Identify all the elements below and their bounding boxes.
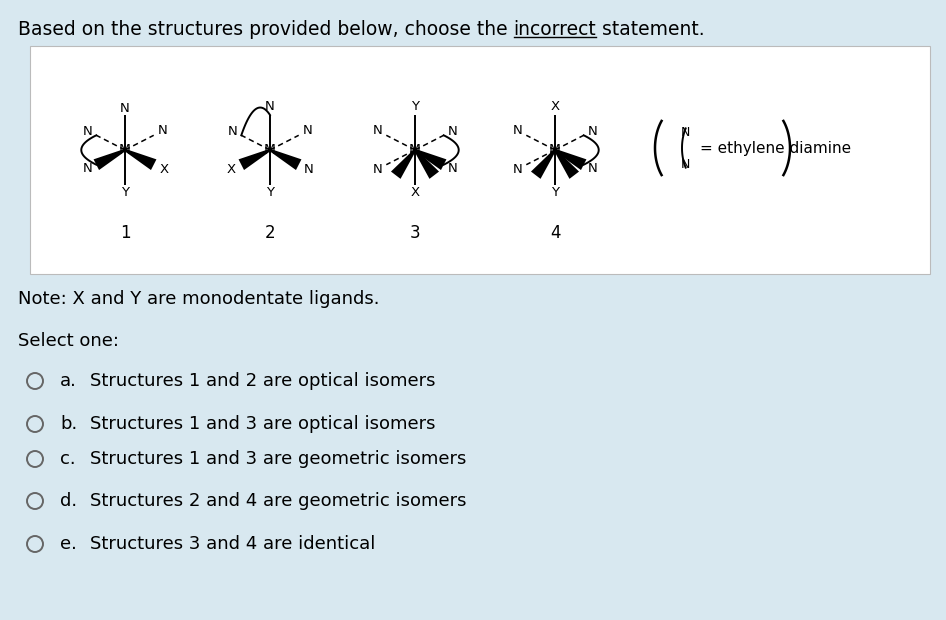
Text: 2: 2: [265, 223, 275, 242]
Text: b.: b.: [60, 415, 78, 433]
Text: N: N: [680, 125, 690, 138]
Text: N: N: [373, 163, 382, 176]
Text: N: N: [373, 124, 382, 137]
Text: Structures 1 and 2 are optical isomers: Structures 1 and 2 are optical isomers: [90, 372, 435, 390]
Text: Y: Y: [266, 187, 274, 200]
Text: N: N: [447, 125, 458, 138]
Text: X: X: [159, 163, 168, 176]
Text: N: N: [680, 157, 690, 170]
Text: N: N: [587, 162, 598, 175]
Text: X: X: [551, 100, 560, 113]
Polygon shape: [125, 149, 156, 170]
Text: d.: d.: [60, 492, 78, 510]
Text: e.: e.: [60, 535, 77, 553]
Text: N: N: [587, 125, 598, 138]
Polygon shape: [414, 149, 447, 170]
Text: Based on the structures provided below, choose the: Based on the structures provided below, …: [18, 20, 514, 39]
Text: Select one:: Select one:: [18, 332, 119, 350]
Text: 1: 1: [120, 223, 131, 242]
Polygon shape: [391, 149, 416, 179]
Polygon shape: [554, 149, 587, 170]
Text: Y: Y: [551, 187, 559, 200]
Text: N: N: [82, 162, 92, 175]
Text: = ethylene diamine: = ethylene diamine: [700, 141, 851, 156]
Polygon shape: [270, 149, 302, 170]
Polygon shape: [94, 149, 126, 170]
Text: M: M: [264, 143, 276, 157]
Text: N: N: [120, 102, 130, 115]
Text: M: M: [549, 143, 561, 157]
Text: N: N: [447, 162, 458, 175]
Text: N: N: [158, 124, 167, 137]
Text: N: N: [513, 163, 522, 176]
Text: M: M: [409, 143, 421, 157]
Text: N: N: [265, 100, 275, 113]
Text: a.: a.: [60, 372, 77, 390]
Text: X: X: [411, 187, 420, 200]
Text: incorrect: incorrect: [514, 20, 596, 39]
FancyBboxPatch shape: [30, 46, 930, 274]
Text: Y: Y: [121, 187, 129, 200]
Text: M: M: [119, 143, 131, 157]
Text: Structures 1 and 3 are optical isomers: Structures 1 and 3 are optical isomers: [90, 415, 435, 433]
Text: N: N: [227, 125, 237, 138]
Text: X: X: [227, 163, 236, 176]
Text: c.: c.: [60, 450, 76, 468]
Polygon shape: [554, 149, 579, 179]
Text: Structures 1 and 3 are geometric isomers: Structures 1 and 3 are geometric isomers: [90, 450, 466, 468]
Text: N: N: [304, 163, 313, 176]
Text: Y: Y: [411, 100, 419, 113]
Polygon shape: [414, 149, 439, 179]
Text: N: N: [82, 125, 92, 138]
Polygon shape: [531, 149, 556, 179]
Text: 4: 4: [550, 223, 560, 242]
Polygon shape: [238, 149, 271, 170]
Text: 3: 3: [410, 223, 420, 242]
Text: statement.: statement.: [596, 20, 705, 39]
Text: N: N: [303, 124, 312, 137]
Text: Structures 2 and 4 are geometric isomers: Structures 2 and 4 are geometric isomers: [90, 492, 466, 510]
Text: N: N: [513, 124, 522, 137]
Text: Note: X and Y are monodentate ligands.: Note: X and Y are monodentate ligands.: [18, 290, 379, 308]
Text: Structures 3 and 4 are identical: Structures 3 and 4 are identical: [90, 535, 376, 553]
